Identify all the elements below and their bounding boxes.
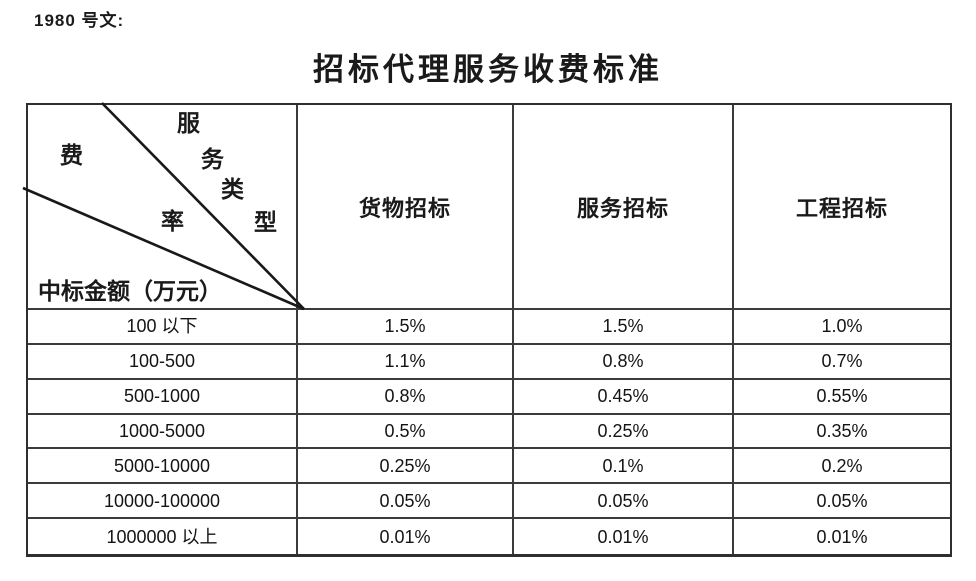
- rate-cell: 1.1%: [298, 344, 514, 380]
- corner-char-service-4: 型: [254, 210, 277, 235]
- column-header-services: 服务招标: [514, 105, 734, 310]
- row-range: 5000-10000: [28, 449, 298, 485]
- rate-cell: 0.05%: [298, 484, 514, 520]
- rate-cell: 0.01%: [298, 519, 514, 554]
- column-header-goods: 货物招标: [298, 105, 514, 310]
- rate-cell: 0.25%: [298, 449, 514, 485]
- page-title: 招标代理服务收费标准: [313, 52, 663, 87]
- rate-cell: 0.05%: [514, 484, 734, 520]
- corner-char-rate-1: 费: [60, 143, 83, 168]
- rate-cell: 0.2%: [734, 449, 950, 485]
- rate-cell: 0.01%: [816, 526, 868, 547]
- row-range: 100-500: [28, 344, 298, 380]
- corner-char-service-1: 服: [177, 111, 200, 136]
- rate-cell: 1.5%: [514, 310, 734, 345]
- rate-cell: 0.05%: [734, 484, 950, 520]
- corner-char-rate-2: 率: [161, 209, 184, 234]
- rate-cell: 0.55%: [734, 380, 950, 415]
- rate-cell: 0.1%: [514, 449, 734, 485]
- row-range: 100 以下: [28, 310, 298, 345]
- rate-cell: 0.8%: [514, 344, 734, 380]
- rate-cell: 0.5%: [298, 414, 514, 450]
- doc-ref: 1980 号文:: [34, 11, 125, 30]
- rate-cell: 0.7%: [734, 345, 950, 380]
- row-range: 1000000 以上: [28, 519, 298, 554]
- rate-cell: 0.01%: [514, 519, 734, 554]
- corner-char-service-2: 务: [201, 147, 224, 172]
- rate-cell: 1.5%: [298, 310, 514, 345]
- rate-cell: 0.25%: [514, 414, 734, 450]
- diagonal-divider-lines: [22, 102, 305, 311]
- corner-amount-label: 中标金额（万元）: [38, 279, 222, 304]
- row-range: 10000-100000: [28, 484, 298, 520]
- fee-standard-table: 服 费 务 类 率 型 中标金额（万元） 货物招标 服务招标 工程招标 100 …: [22, 102, 952, 557]
- rate-cell: 0.35%: [734, 415, 950, 450]
- rate-cell: 0.8%: [298, 379, 514, 415]
- row-range: 1000-5000: [28, 414, 298, 450]
- row-range: 500-1000: [28, 379, 298, 415]
- column-header-works: 工程招标: [734, 105, 950, 310]
- table-corner-header: 服 费 务 类 率 型 中标金额（万元）: [22, 102, 305, 311]
- rate-cell: 1.0%: [734, 310, 950, 345]
- corner-char-service-3: 类: [221, 177, 244, 202]
- rate-cell: 0.45%: [514, 379, 734, 415]
